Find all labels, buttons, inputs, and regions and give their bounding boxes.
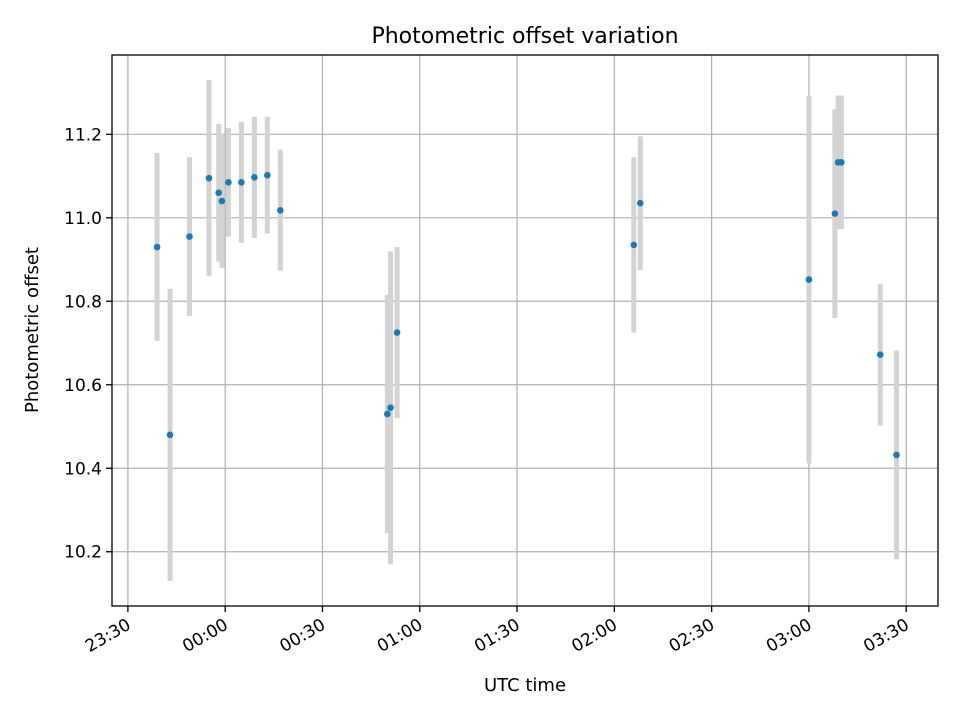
x-tick-label: 03:30 (860, 615, 912, 657)
data-point (225, 179, 232, 186)
data-point (831, 210, 839, 217)
data-point (238, 179, 245, 186)
y-tick-label: 10.6 (64, 376, 102, 396)
data-points (153, 158, 900, 459)
data-point (166, 431, 174, 439)
x-tick-label: 01:30 (471, 615, 523, 657)
data-point (277, 206, 284, 214)
x-tick-label: 02:30 (666, 615, 718, 657)
chart-title: Photometric offset variation (371, 24, 678, 49)
data-point (205, 174, 213, 182)
y-tick-label: 11.2 (64, 125, 102, 145)
y-tick-label: 10.8 (64, 292, 102, 312)
data-point (805, 276, 813, 283)
plot-background (112, 55, 938, 606)
y-tick-label: 10.4 (64, 459, 102, 479)
data-point (186, 233, 193, 240)
x-tick-label: 01:00 (374, 615, 426, 657)
x-tick-label: 00:30 (277, 615, 329, 657)
x-axis-ticks: 23:30 00:00 00:30 01:00 01:30 02:00 02:30 03:00… (82, 606, 913, 657)
data-point (876, 351, 884, 359)
y-axis-label: Photometric offset (22, 247, 43, 413)
x-axis-label: UTC time (484, 675, 566, 696)
data-point (153, 243, 161, 251)
data-point (630, 241, 638, 249)
data-point (393, 329, 401, 336)
data-point (264, 171, 271, 179)
x-tick-label: 03:00 (763, 615, 815, 657)
x-tick-label: 23:30 (82, 615, 134, 657)
data-point (384, 410, 391, 418)
data-point (215, 189, 222, 197)
y-axis-ticks: 10.2 10.4 10.6 10.8 11.0 11.2 (64, 125, 112, 563)
x-tick-label: 00:00 (179, 615, 231, 657)
data-point (218, 197, 226, 205)
x-tick-label: 02:00 (568, 615, 620, 657)
data-point (838, 158, 845, 166)
y-tick-label: 10.2 (64, 543, 102, 563)
y-tick-label: 11.0 (64, 209, 102, 229)
data-point (251, 174, 258, 181)
data-point (893, 451, 900, 459)
plot-frame (111, 54, 939, 607)
data-point (636, 199, 644, 207)
grid-lines (112, 55, 938, 606)
data-point (387, 404, 394, 412)
